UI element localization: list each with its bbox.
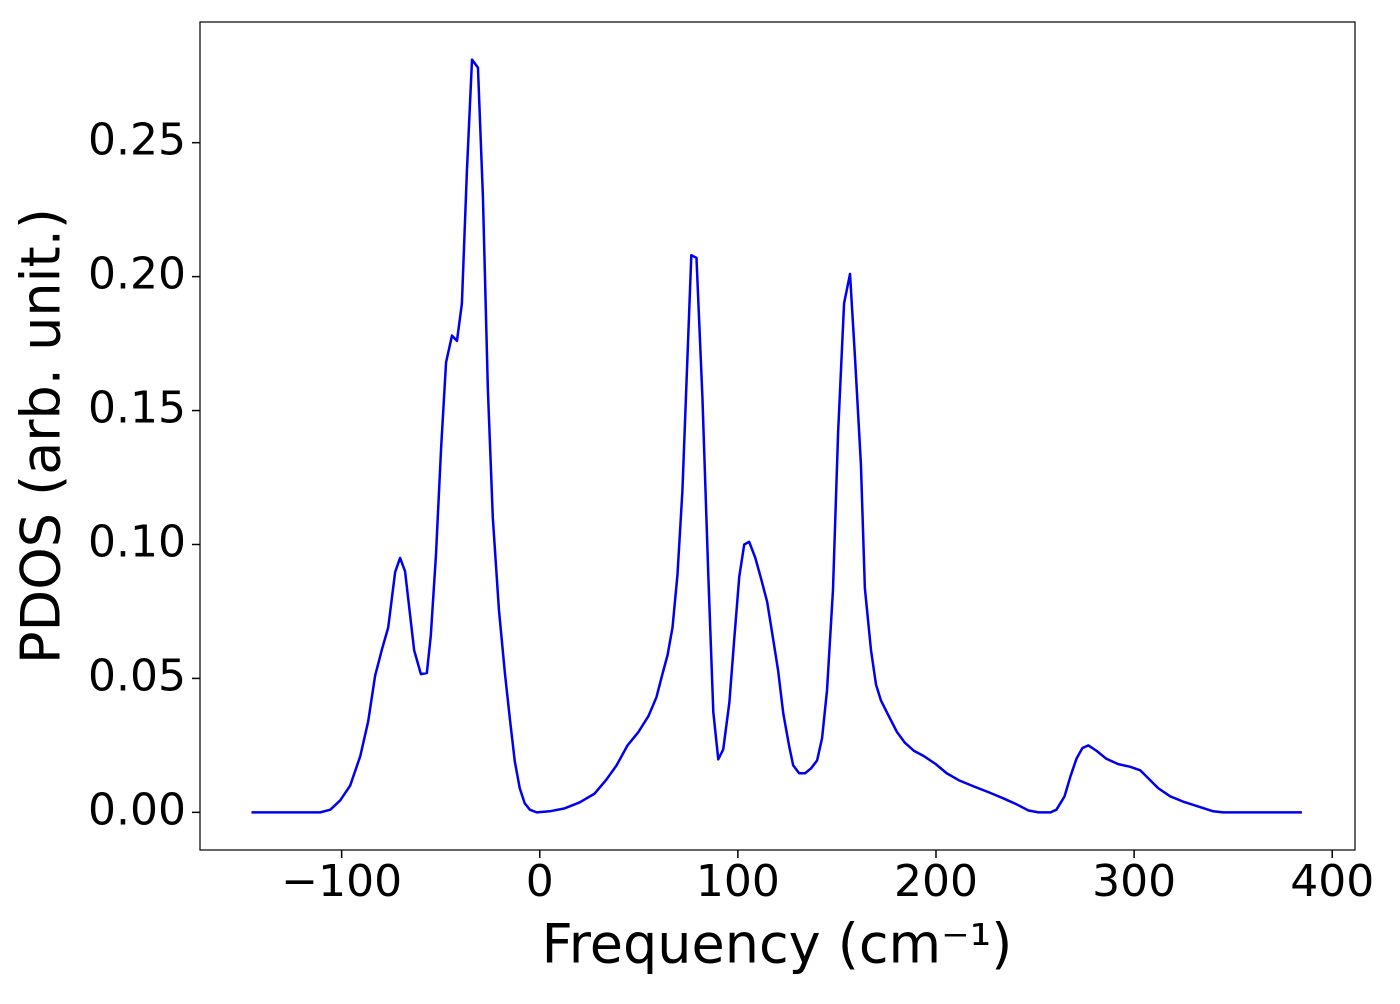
y-tick-label: 0.25 [88,115,186,166]
y-tick-label: 0.10 [88,516,186,567]
x-tick-label: 300 [1092,856,1176,907]
x-tick-label: 400 [1290,856,1374,907]
x-tick-label: 200 [894,856,978,907]
x-tick-label: 100 [696,856,780,907]
y-axis-label: PDOS (arb. unit.) [10,208,73,664]
x-tick-label: −100 [281,856,402,907]
x-tick-label: 0 [526,856,554,907]
y-tick-label: 0.20 [88,249,186,300]
y-tick-label: 0.00 [88,784,186,835]
plot-frame [199,21,1356,851]
x-axis-label: Frequency (cm⁻¹) [542,913,1013,976]
line [251,58,1302,814]
y-tick-label: 0.05 [88,650,186,701]
y-tick-label: 0.15 [88,383,186,434]
